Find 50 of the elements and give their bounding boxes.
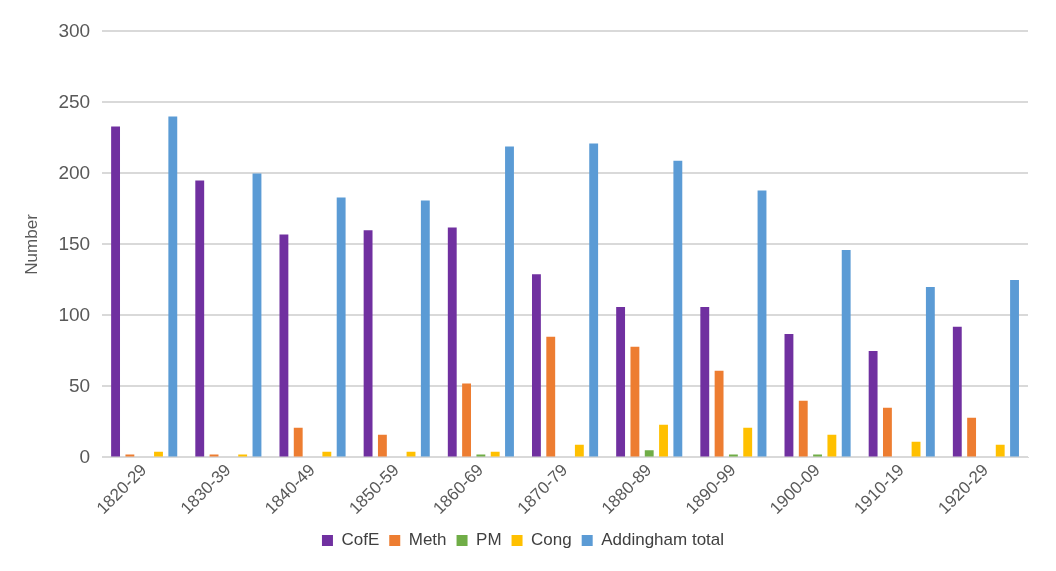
bar bbox=[336, 197, 346, 457]
bar bbox=[574, 444, 584, 457]
bar bbox=[784, 333, 794, 457]
bar bbox=[505, 146, 514, 457]
bar bbox=[868, 350, 878, 457]
bar bbox=[377, 434, 387, 457]
legend-label: Meth bbox=[408, 530, 447, 550]
bar bbox=[925, 287, 935, 457]
legend-label: Cong bbox=[531, 530, 572, 550]
legend-label: PM bbox=[476, 530, 502, 550]
bar bbox=[798, 400, 808, 457]
bar bbox=[168, 116, 178, 457]
bar bbox=[546, 336, 556, 457]
bar bbox=[589, 143, 599, 457]
bar bbox=[630, 346, 640, 457]
bar bbox=[532, 274, 541, 457]
y-tick-label: 0 bbox=[79, 445, 91, 467]
bar bbox=[644, 450, 654, 457]
bar bbox=[841, 250, 851, 457]
bar bbox=[757, 190, 767, 457]
bar bbox=[462, 383, 471, 457]
bar bbox=[447, 227, 457, 457]
bar bbox=[293, 427, 303, 457]
bar bbox=[111, 126, 120, 457]
legend-label: Addingham total bbox=[601, 530, 725, 550]
y-tick-label: 100 bbox=[58, 303, 91, 325]
y-tick-label: 300 bbox=[58, 19, 91, 41]
bar bbox=[420, 200, 430, 457]
y-tick-label: 200 bbox=[58, 161, 91, 183]
y-tick-label: 50 bbox=[68, 374, 91, 396]
bar bbox=[883, 407, 892, 457]
bar bbox=[363, 230, 373, 457]
bar bbox=[279, 234, 289, 457]
y-tick-label: 250 bbox=[58, 90, 91, 112]
bar bbox=[195, 180, 205, 457]
bar bbox=[659, 424, 668, 457]
y-axis-title: Number bbox=[21, 213, 41, 275]
bar bbox=[743, 427, 753, 457]
legend-label: CofE bbox=[341, 530, 380, 550]
bar bbox=[827, 434, 837, 457]
bar bbox=[952, 326, 962, 457]
bar bbox=[714, 370, 724, 457]
bar bbox=[616, 306, 626, 457]
bar bbox=[995, 444, 1005, 457]
bar bbox=[967, 417, 977, 457]
bar bbox=[1010, 279, 1019, 457]
bar bbox=[700, 306, 710, 457]
bar bbox=[252, 173, 262, 457]
bar bbox=[673, 160, 683, 457]
y-tick-label: 150 bbox=[58, 232, 91, 254]
